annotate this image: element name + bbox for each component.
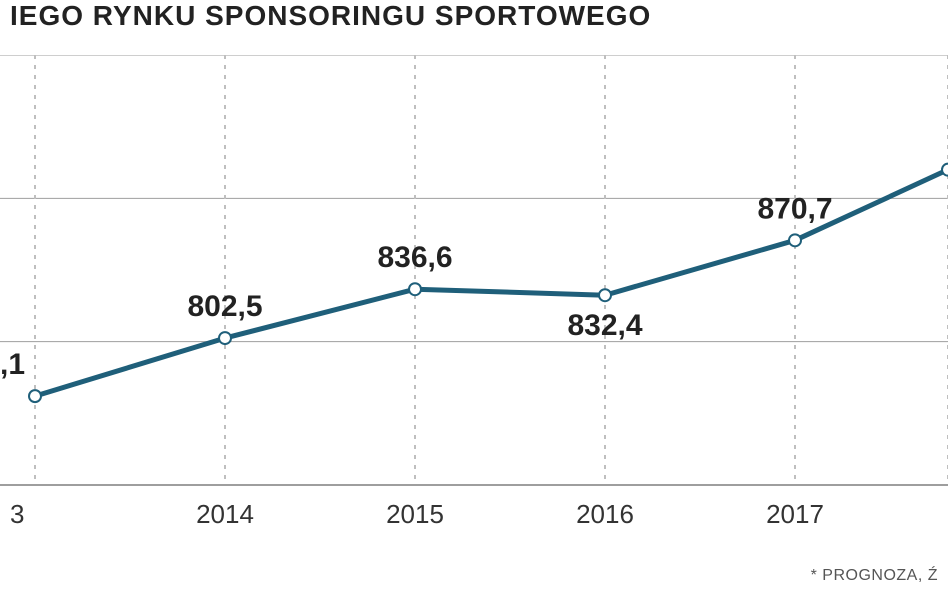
svg-text:836,6: 836,6 <box>377 241 452 274</box>
footnote: * PROGNOZA, Ź <box>811 567 938 585</box>
line-chart: ,1 802,5 836,6 832,4 870,7 3 2014 2015 2016 2017 <box>0 55 948 555</box>
svg-text:,1: ,1 <box>0 348 25 381</box>
svg-text:2014: 2014 <box>196 499 254 529</box>
svg-text:3: 3 <box>10 499 24 529</box>
chart-title: IEGO RYNKU SPONSORINGU SPORTOWEGO <box>10 0 651 32</box>
svg-text:2017: 2017 <box>766 499 824 529</box>
svg-text:802,5: 802,5 <box>187 290 262 323</box>
svg-text:2016: 2016 <box>576 499 634 529</box>
svg-text:2015: 2015 <box>386 499 444 529</box>
svg-text:870,7: 870,7 <box>757 192 832 225</box>
chart-area: ,1 802,5 836,6 832,4 870,7 3 2014 2015 2016 2017 <box>0 55 948 555</box>
svg-text:832,4: 832,4 <box>567 309 642 342</box>
